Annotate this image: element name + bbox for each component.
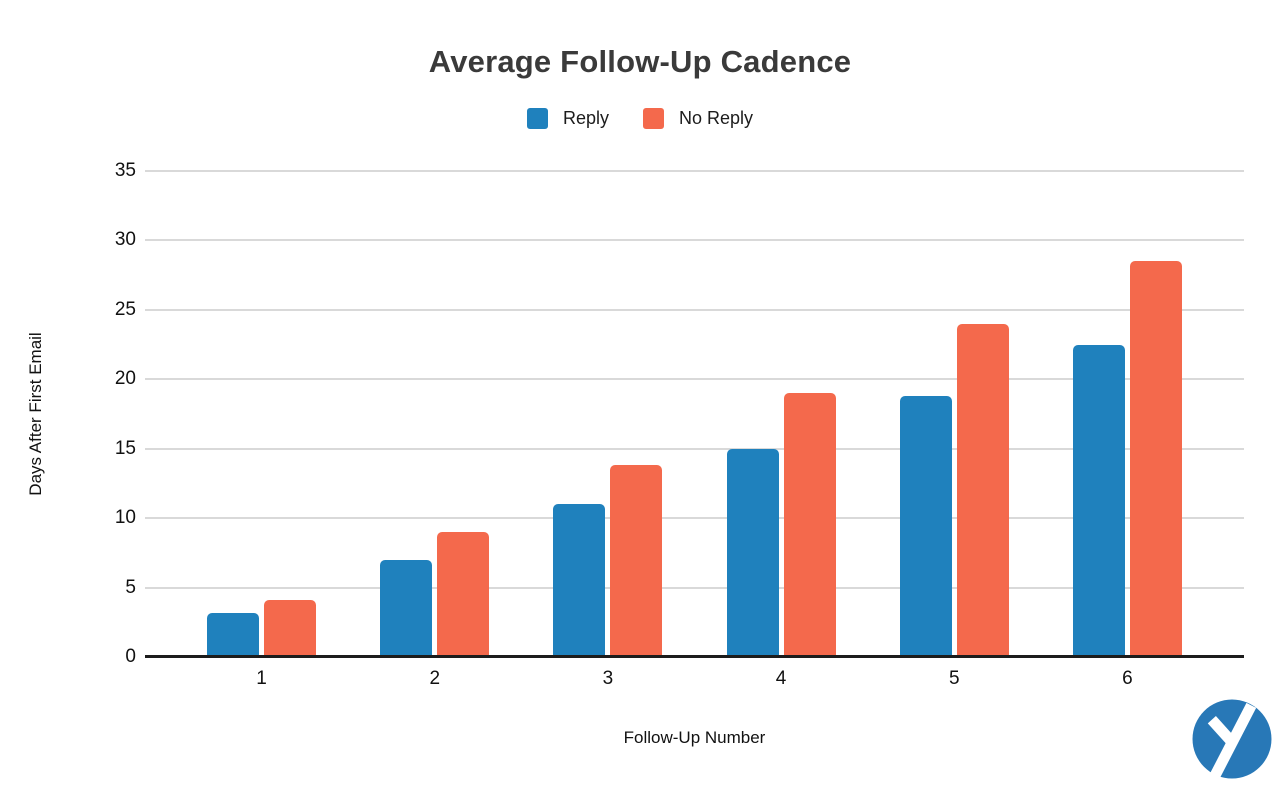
- y-tick-label-35: 35: [114, 160, 136, 181]
- bar-no-reply-4: [783, 393, 836, 657]
- bar-reply-5: [899, 395, 952, 657]
- bar-reply-2: [380, 559, 433, 657]
- gridline-15: [145, 447, 1244, 450]
- y-tick-label-5: 5: [125, 576, 136, 598]
- y-tick-label-0: 0: [125, 646, 136, 667]
- bar-no-reply-5: [956, 323, 1009, 657]
- bar-reply-1: [207, 612, 260, 657]
- plot-area: 0 5 10 15 20 25 30 35 1 2 3 4 5 6: [115, 160, 1244, 689]
- y-tick-label-30: 30: [114, 229, 136, 251]
- x-tick-label-2: 2: [429, 668, 441, 689]
- x-tick-label-1: 1: [256, 668, 267, 689]
- bar-reply-3: [553, 504, 606, 657]
- gridline-30: [145, 239, 1244, 242]
- bar-no-reply-6: [1129, 261, 1182, 657]
- x-tick-label-4: 4: [775, 668, 787, 689]
- legend-item-no-reply: No Reply: [643, 108, 753, 129]
- gridline-25: [145, 308, 1244, 311]
- logo-letter-y-icon: [1207, 702, 1257, 781]
- bar-no-reply-1: [264, 600, 317, 657]
- bar-reply-6: [1072, 344, 1125, 657]
- x-tick-label-3: 3: [602, 668, 614, 689]
- legend-swatch-icon: [526, 108, 548, 129]
- legend-item-reply: Reply: [526, 108, 609, 129]
- gridline-35: [145, 170, 1244, 172]
- y-tick-label-10: 10: [114, 507, 136, 529]
- x-axis-title: Follow-Up Number: [623, 728, 766, 747]
- chart-title: Average Follow-Up Cadence: [428, 44, 852, 79]
- gridline-5: [145, 586, 1244, 589]
- y-axis-title: Days After First Email: [26, 332, 45, 496]
- x-tick-label-5: 5: [948, 668, 960, 689]
- gridline-20: [145, 378, 1244, 381]
- bar-no-reply-3: [610, 465, 663, 657]
- x-tick-label-6: 6: [1122, 668, 1133, 689]
- y-tick-label-15: 15: [114, 437, 136, 459]
- chart-legend: Reply No Reply: [0, 108, 1280, 129]
- yesware-logo: [1192, 699, 1272, 781]
- gridline-10: [145, 517, 1244, 520]
- y-tick-label-25: 25: [114, 298, 136, 320]
- x-axis-line: [145, 655, 1244, 658]
- y-tick-label-20: 20: [114, 368, 136, 390]
- bar-no-reply-2: [437, 532, 490, 657]
- legend-swatch-icon: [643, 108, 664, 129]
- legend-label: No Reply: [679, 108, 754, 128]
- bar-reply-4: [726, 448, 779, 657]
- legend-label: Reply: [562, 108, 609, 128]
